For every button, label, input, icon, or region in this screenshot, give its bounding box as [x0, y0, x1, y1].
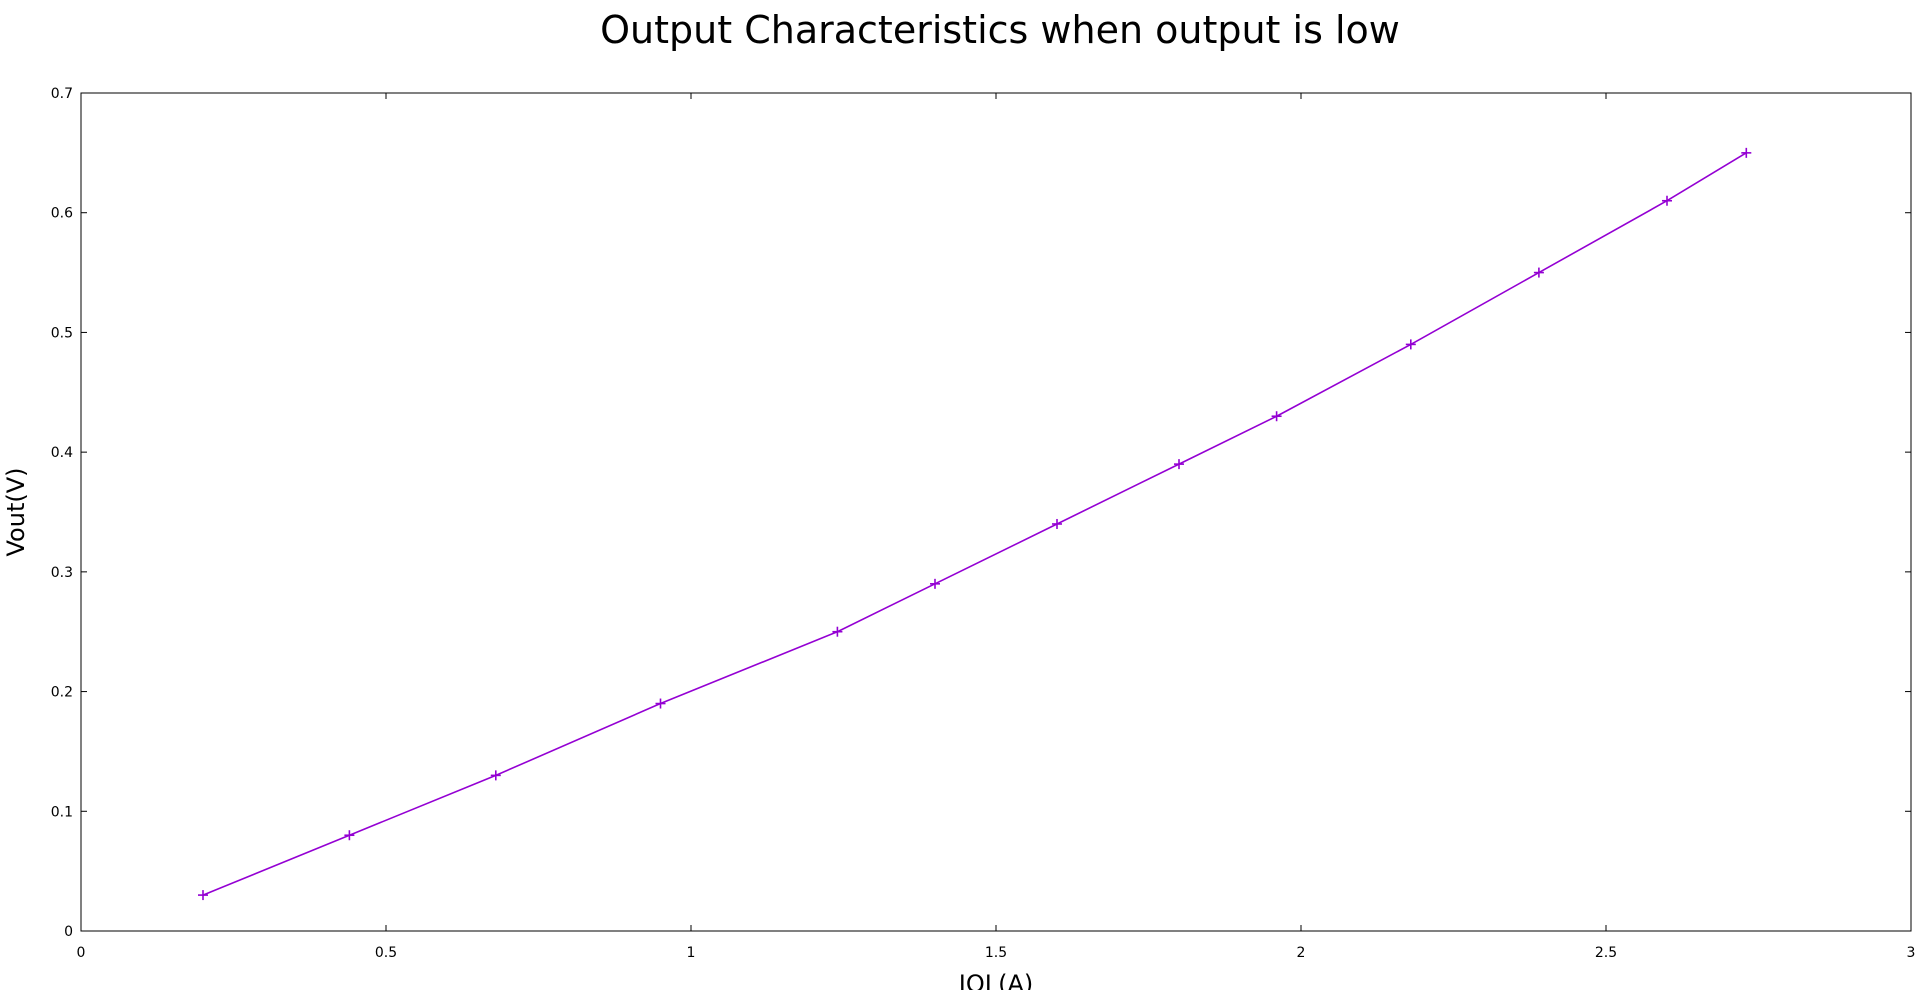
data-point: [1271, 411, 1282, 422]
data-point: [198, 890, 208, 901]
y-tick-label: 0.7: [51, 86, 73, 102]
x-tick-label: 2.5: [1595, 945, 1617, 961]
data-point: [344, 830, 355, 841]
x-tick-label: 1: [687, 945, 696, 961]
y-tick-label: 0.5: [51, 325, 73, 341]
data-point: [1533, 267, 1544, 278]
x-tick-label: 1.5: [985, 945, 1007, 961]
axis-ticks: 0 0.5 1 1.5 2 2.5 3 0 0.1 0.2 0.3 0.4 0.5 0.6 0.7: [51, 86, 1916, 961]
x-tick-label: 0.5: [375, 945, 397, 961]
x-axis-label: IOL(A): [959, 970, 1033, 990]
series-line: [202, 152, 1747, 896]
y-tick-label: 0.2: [51, 685, 73, 701]
x-tick-label: 3: [1907, 945, 1916, 961]
data-point: [490, 770, 501, 781]
data-point: [1052, 518, 1062, 529]
x-tick-label: 2: [1297, 945, 1306, 961]
data-point: [930, 578, 940, 589]
data-point: [655, 698, 666, 709]
y-tick-label: 0.6: [51, 206, 73, 222]
x-tick-label: 0: [77, 945, 86, 961]
chart-title: Output Characteristics when output is lo…: [600, 8, 1400, 52]
y-tick-label: 0.3: [51, 565, 73, 581]
data-point: [1174, 459, 1184, 470]
data-point: [1405, 339, 1416, 350]
data-point: [1662, 195, 1672, 206]
y-axis-label: Vout(V): [2, 467, 30, 556]
data-point: [1741, 147, 1752, 158]
series-layer: [198, 147, 1752, 901]
y-tick-label: 0.1: [51, 804, 73, 820]
data-point: [832, 626, 843, 637]
y-tick-label: 0.4: [51, 445, 73, 461]
y-tick-label: 0: [64, 924, 73, 940]
